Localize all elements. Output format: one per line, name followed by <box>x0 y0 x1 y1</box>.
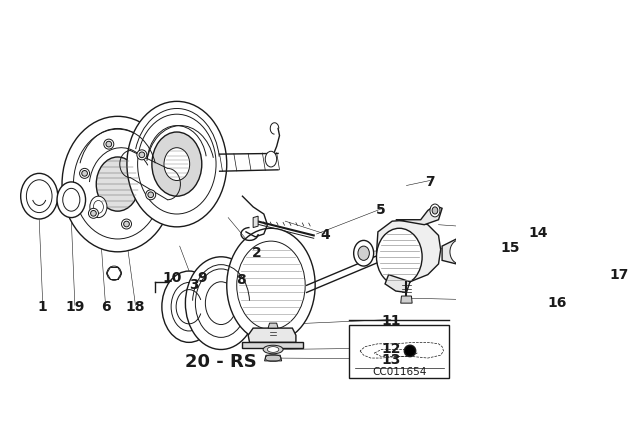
Circle shape <box>124 221 129 227</box>
Ellipse shape <box>450 240 470 264</box>
Circle shape <box>82 171 88 176</box>
Ellipse shape <box>171 283 207 331</box>
Circle shape <box>122 219 131 229</box>
Circle shape <box>107 266 121 280</box>
Text: 6: 6 <box>100 300 110 314</box>
Text: 7: 7 <box>425 175 435 189</box>
Circle shape <box>104 139 114 149</box>
Ellipse shape <box>62 116 173 252</box>
Ellipse shape <box>227 228 315 342</box>
Text: 1: 1 <box>38 300 47 314</box>
Circle shape <box>79 168 90 178</box>
Text: 19: 19 <box>65 300 84 314</box>
Text: 14: 14 <box>529 226 548 240</box>
Text: 9: 9 <box>198 271 207 285</box>
Ellipse shape <box>107 268 121 278</box>
Ellipse shape <box>93 200 104 213</box>
Ellipse shape <box>358 246 369 260</box>
Ellipse shape <box>74 129 162 239</box>
Text: 12: 12 <box>381 343 401 357</box>
Ellipse shape <box>57 182 86 218</box>
Ellipse shape <box>354 241 374 266</box>
Circle shape <box>137 150 147 160</box>
Ellipse shape <box>127 101 227 227</box>
Ellipse shape <box>138 114 216 214</box>
Text: CC011654: CC011654 <box>372 367 426 377</box>
Ellipse shape <box>26 180 52 213</box>
Text: 10: 10 <box>163 271 182 285</box>
Text: 18: 18 <box>125 300 145 314</box>
Polygon shape <box>385 275 410 293</box>
Ellipse shape <box>152 132 202 196</box>
Ellipse shape <box>20 173 58 219</box>
Polygon shape <box>401 296 412 303</box>
Polygon shape <box>243 342 303 348</box>
Ellipse shape <box>162 271 216 342</box>
Text: 16: 16 <box>548 296 567 310</box>
Ellipse shape <box>265 151 276 167</box>
Text: 2: 2 <box>252 246 262 260</box>
Circle shape <box>106 141 111 147</box>
Text: 13: 13 <box>381 353 401 367</box>
Ellipse shape <box>263 345 283 354</box>
Ellipse shape <box>237 241 305 330</box>
Polygon shape <box>253 216 258 228</box>
Circle shape <box>404 345 416 357</box>
Text: 20 - RS: 20 - RS <box>185 353 257 371</box>
Text: 3: 3 <box>189 278 199 293</box>
Bar <box>349 324 449 378</box>
Text: 4: 4 <box>320 228 330 242</box>
Polygon shape <box>376 220 441 282</box>
Polygon shape <box>248 328 296 342</box>
Text: 5: 5 <box>376 203 386 217</box>
Ellipse shape <box>195 269 246 337</box>
Ellipse shape <box>186 257 257 349</box>
Circle shape <box>146 190 156 200</box>
Text: 11: 11 <box>381 314 401 328</box>
Circle shape <box>139 152 145 158</box>
Ellipse shape <box>268 347 279 352</box>
Ellipse shape <box>164 148 189 181</box>
Circle shape <box>91 211 96 216</box>
Text: 15: 15 <box>500 241 520 254</box>
Polygon shape <box>264 355 282 361</box>
Ellipse shape <box>90 196 107 218</box>
Ellipse shape <box>432 207 438 214</box>
Text: 17: 17 <box>609 267 628 282</box>
Ellipse shape <box>205 282 237 324</box>
Polygon shape <box>493 250 502 258</box>
Circle shape <box>148 192 154 198</box>
Ellipse shape <box>430 204 440 217</box>
Ellipse shape <box>96 157 139 211</box>
Circle shape <box>88 208 99 218</box>
Polygon shape <box>396 206 442 225</box>
Text: 8: 8 <box>236 273 246 287</box>
Ellipse shape <box>63 188 80 211</box>
Polygon shape <box>442 239 477 264</box>
Polygon shape <box>268 323 278 328</box>
Ellipse shape <box>376 228 422 285</box>
